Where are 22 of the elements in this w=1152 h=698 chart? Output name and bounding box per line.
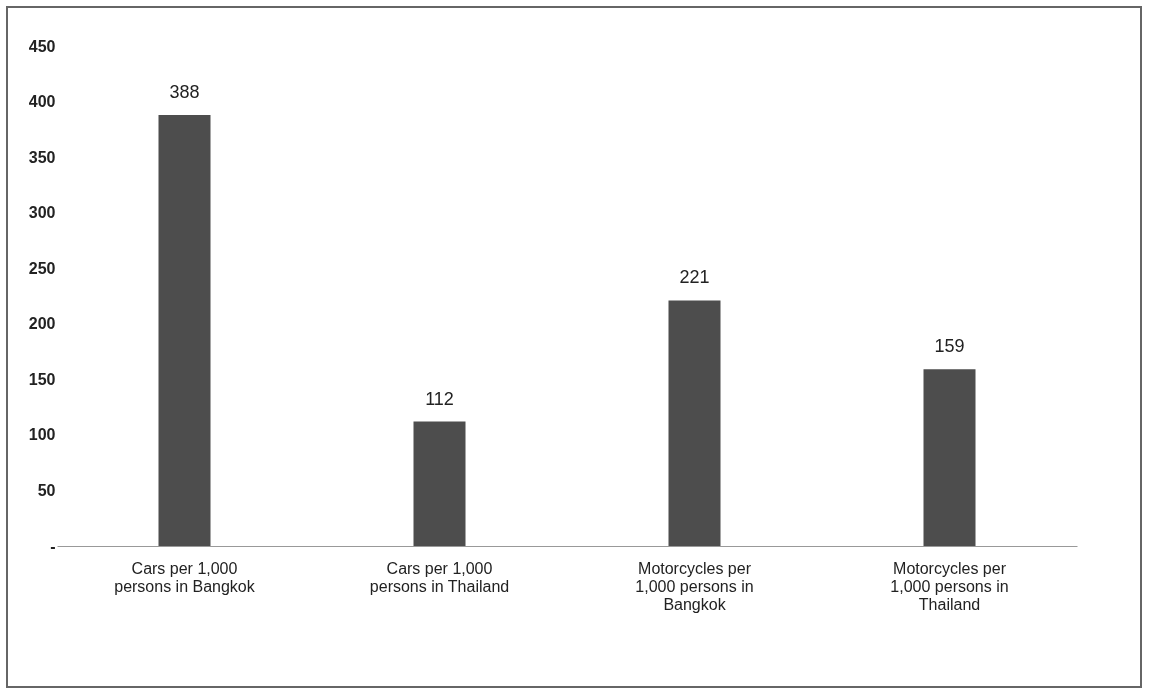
bar: [413, 421, 466, 546]
y-tick-label: 50: [37, 481, 56, 499]
y-tick-label: 350: [28, 148, 56, 166]
y-tick-label: 150: [28, 370, 56, 388]
y-tick-label: 300: [28, 204, 56, 222]
y-tick-label: 450: [28, 37, 56, 55]
y-tick-label: 200: [28, 315, 56, 333]
x-tick-label: Motorcycles per 1,000 persons in Thailand: [890, 559, 1009, 613]
bar: [668, 300, 721, 546]
y-tick-label: 400: [28, 93, 56, 111]
data-label: 221: [679, 267, 710, 288]
bar: [158, 114, 211, 546]
data-label: 159: [934, 336, 965, 357]
y-tick-label: -: [50, 537, 56, 555]
bar: [923, 369, 976, 546]
x-tick-label: Cars per 1,000 persons in Bangkok: [114, 559, 256, 595]
x-tick-label: Cars per 1,000 persons in Thailand: [369, 559, 510, 595]
data-label: 388: [169, 81, 200, 102]
x-tick-label: Motorcycles per 1,000 persons in Bangkok: [635, 559, 754, 613]
y-tick-label: 250: [28, 259, 56, 277]
data-label: 112: [425, 388, 454, 409]
y-tick-label: 100: [28, 426, 56, 444]
